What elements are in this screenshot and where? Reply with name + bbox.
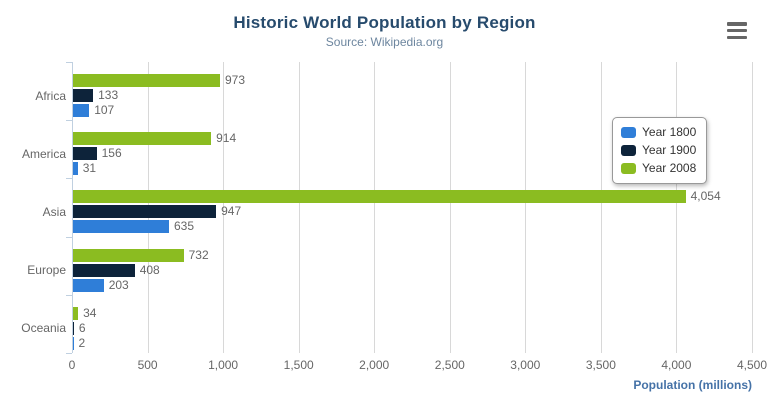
x-axis-tick-label: 3,500 — [585, 358, 616, 372]
gridline — [298, 62, 300, 353]
bar-europe-year-1800[interactable] — [73, 278, 104, 292]
hamburger-bar — [727, 28, 747, 33]
category-label-africa: Africa — [35, 88, 66, 103]
hamburger-icon[interactable] — [727, 22, 747, 39]
bar-value-label: 947 — [221, 204, 242, 219]
bar-oceania-year-2008[interactable] — [73, 306, 79, 320]
x-axis-tick-label: 500 — [137, 358, 158, 372]
legend-item-year-2008[interactable]: Year 2008 — [621, 160, 696, 177]
legend: Year 1800 Year 1900 Year 2008 — [612, 117, 708, 184]
bar-value-label: 133 — [98, 88, 119, 102]
gridline — [525, 62, 527, 353]
y-axis-tick — [66, 353, 72, 354]
bar-america-year-2008[interactable] — [73, 132, 212, 146]
x-axis-tick-label: 1,500 — [283, 358, 314, 372]
category-label-america: America — [21, 146, 66, 161]
bar-value-label: 2 — [78, 335, 86, 350]
x-axis-tick-label: 2,000 — [359, 358, 390, 372]
bar-value-label: 635 — [174, 219, 195, 234]
bar-america-year-1800[interactable] — [73, 162, 78, 176]
chart-title: Historic World Population by Region — [233, 13, 536, 32]
category-label-oceania: Oceania — [21, 321, 66, 336]
x-axis-tick-label: 0 — [68, 358, 76, 372]
bar-europe-year-2008[interactable] — [73, 248, 184, 262]
x-axis-title: Population (millions) — [633, 378, 752, 392]
x-axis-tick-label: 2,500 — [434, 358, 465, 372]
y-axis-tick — [66, 178, 72, 180]
y-axis-tick — [66, 294, 72, 296]
x-axis-tick-label: 4,500 — [736, 358, 768, 372]
bar-value-label: 973 — [225, 73, 246, 87]
bar-asia-year-2008[interactable] — [73, 190, 686, 204]
bar-value-label: 34 — [83, 305, 97, 320]
bar-value-label: 203 — [108, 277, 129, 292]
chart-subtitle: Source: Wikipedia.org — [325, 35, 444, 49]
hamburger-bar — [727, 22, 747, 26]
bar-asia-year-1800[interactable] — [73, 220, 169, 234]
x-axis-tick-label: 4,000 — [661, 358, 692, 372]
gridline — [449, 62, 451, 353]
gridline — [223, 62, 225, 353]
x-axis-tick-label: 1,000 — [208, 358, 239, 372]
bar-america-year-1900[interactable] — [73, 147, 97, 161]
bar-africa-year-1800[interactable] — [73, 104, 90, 117]
y-axis-tick — [66, 62, 72, 63]
bar-asia-year-1900[interactable] — [73, 205, 217, 219]
bar-value-label: 156 — [101, 146, 122, 161]
gridline — [752, 62, 753, 353]
y-axis-tick — [66, 120, 72, 122]
gridline — [676, 62, 678, 353]
bar-europe-year-1900[interactable] — [73, 263, 135, 277]
bar-value-label: 732 — [188, 247, 209, 262]
hamburger-bar — [727, 35, 747, 39]
bar-value-label: 914 — [216, 131, 237, 146]
legend-item-year-1800[interactable]: Year 1800 — [621, 124, 696, 141]
bar-value-label: 4,054 — [690, 189, 721, 204]
legend-item-label: Year 2008 — [642, 161, 697, 175]
legend-symbol — [621, 163, 636, 174]
x-axis-tick-label: 3,000 — [510, 358, 541, 372]
category-label-asia: Asia — [42, 204, 66, 219]
legend-item-label: Year 1900 — [642, 143, 697, 157]
bar-oceania-year-1900[interactable] — [73, 321, 74, 335]
legend-symbol — [621, 145, 636, 156]
bar-africa-year-2008[interactable] — [73, 74, 220, 87]
bar-value-label: 31 — [82, 161, 97, 176]
legend-item-label: Year 1800 — [642, 125, 697, 139]
y-axis-tick — [66, 236, 72, 238]
bar-value-label: 107 — [94, 103, 115, 117]
bar-value-label: 6 — [78, 320, 86, 335]
legend-item-year-1900[interactable]: Year 1900 — [621, 142, 696, 159]
gridline — [374, 62, 376, 353]
y-axis-line — [72, 62, 73, 353]
gridline — [600, 62, 602, 353]
category-label-europe: Europe — [27, 263, 66, 278]
legend-symbol — [621, 127, 636, 138]
bar-value-label: 408 — [139, 262, 160, 277]
bar-africa-year-1900[interactable] — [73, 89, 94, 102]
bar-oceania-year-1800[interactable] — [73, 336, 74, 350]
